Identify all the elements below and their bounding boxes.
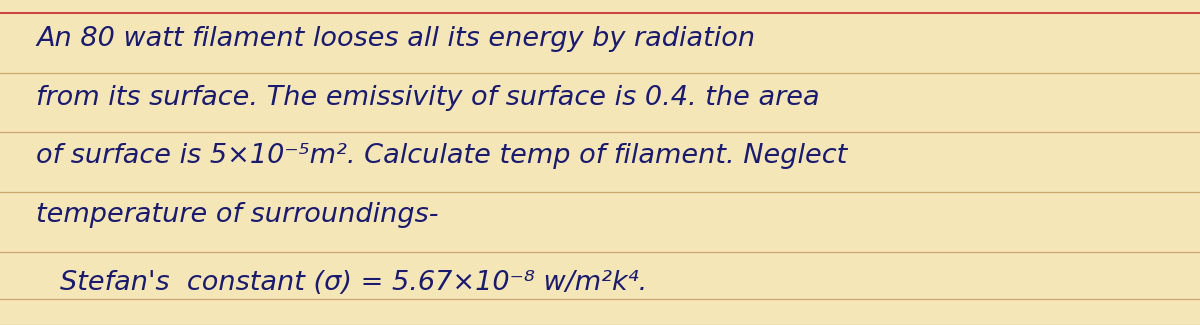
Text: An 80 watt filament looses all its energy by radiation: An 80 watt filament looses all its energ…: [36, 26, 755, 52]
Text: from its surface. The emissivity of surface is 0.4. the area: from its surface. The emissivity of surf…: [36, 84, 820, 110]
Text: Stefan's  constant (σ) = 5.67×10⁻⁸ w/m²k⁴.: Stefan's constant (σ) = 5.67×10⁻⁸ w/m²k⁴…: [60, 270, 647, 296]
Text: of surface is 5×10⁻⁵m². Calculate temp of filament. Neglect: of surface is 5×10⁻⁵m². Calculate temp o…: [36, 143, 847, 169]
Text: temperature of surroundings-: temperature of surroundings-: [36, 202, 438, 228]
